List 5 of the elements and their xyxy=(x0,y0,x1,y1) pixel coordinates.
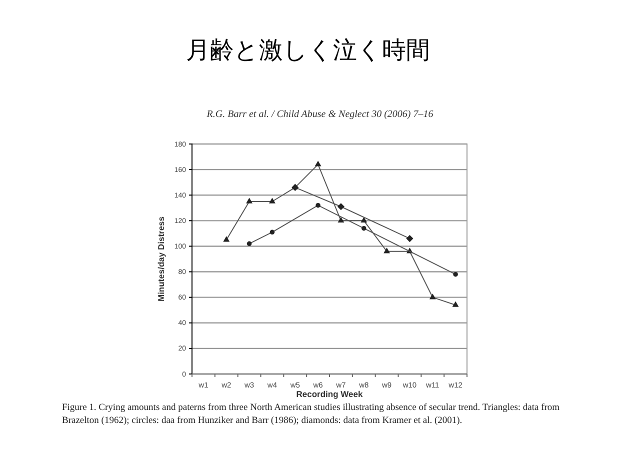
chart-title: 月齢と激しく泣く時間 xyxy=(186,36,430,64)
y-axis-title: Minutes/day Distress xyxy=(156,216,166,302)
x-axis-title: Recording Week xyxy=(296,389,363,399)
caption: Figure 1. Crying amounts and paterns from three North American studies illustrating absence of secular trend. Triangles: data from Brazelton (1962); circles: daa from Hunziker and Barr (1986); diamonds: data from Kramer et al. (2001). xyxy=(62,402,561,428)
chart-subtitle: R.G. Barr et al. / Child Abuse & Neglect 30 (2006) 7–16 xyxy=(206,109,434,120)
